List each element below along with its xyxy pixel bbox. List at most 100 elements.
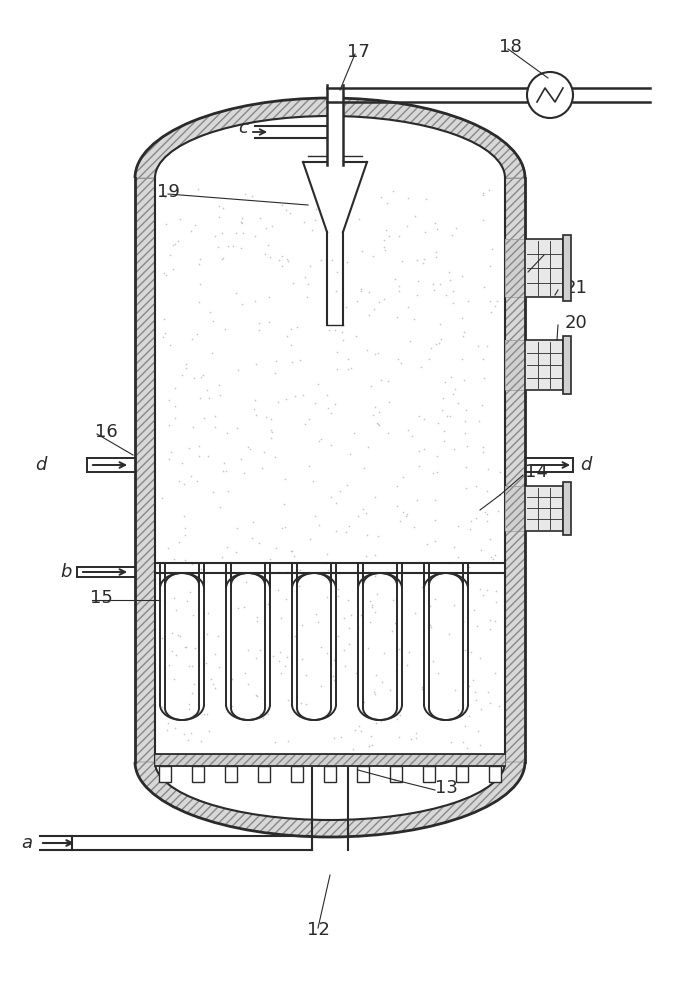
Point — [477, 444, 488, 460]
Text: 20: 20 — [565, 314, 588, 332]
Point — [255, 706, 266, 722]
Point — [183, 701, 194, 717]
Point — [473, 723, 484, 739]
Point — [345, 360, 356, 376]
Point — [316, 678, 327, 694]
Point — [301, 289, 312, 305]
Point — [417, 255, 428, 271]
Point — [458, 734, 469, 750]
Point — [342, 351, 353, 367]
Point — [363, 439, 374, 455]
Bar — [563, 235, 571, 301]
Point — [189, 217, 200, 233]
Point — [178, 476, 189, 492]
Point — [246, 530, 257, 546]
Point — [303, 411, 314, 427]
Point — [240, 574, 251, 590]
Point — [230, 544, 241, 560]
Point — [457, 614, 468, 630]
Point — [460, 413, 471, 429]
Point — [345, 446, 356, 462]
Point — [456, 310, 467, 326]
Point — [195, 555, 206, 571]
Point — [389, 271, 400, 287]
Point — [394, 278, 405, 294]
Point — [264, 314, 275, 330]
Point — [451, 220, 462, 236]
Point — [165, 337, 176, 353]
Point — [277, 520, 288, 536]
Point — [250, 228, 261, 244]
Point — [398, 469, 409, 485]
Point — [440, 374, 451, 390]
Point — [380, 242, 391, 258]
Point — [483, 182, 494, 198]
Point — [213, 209, 224, 225]
Point — [209, 680, 220, 696]
Point — [314, 433, 325, 449]
Polygon shape — [155, 762, 505, 820]
Point — [434, 316, 445, 332]
Point — [477, 185, 488, 201]
Point — [353, 620, 364, 636]
Point — [416, 579, 427, 595]
Point — [316, 431, 327, 447]
Bar — [505, 486, 525, 530]
Point — [247, 188, 258, 204]
Point — [261, 554, 272, 570]
Point — [302, 276, 313, 292]
Point — [279, 658, 290, 674]
Point — [282, 649, 293, 665]
Point — [180, 356, 191, 372]
Point — [418, 411, 429, 427]
Point — [425, 598, 436, 614]
Point — [330, 322, 341, 338]
Point — [245, 441, 256, 457]
Point — [343, 361, 354, 377]
Point — [294, 578, 305, 594]
Bar — [192, 766, 204, 782]
Point — [287, 543, 298, 559]
Point — [290, 628, 301, 644]
Point — [312, 614, 323, 630]
Point — [461, 480, 472, 496]
Bar — [456, 766, 468, 782]
Point — [459, 324, 470, 340]
Point — [310, 212, 321, 228]
Point — [198, 706, 209, 722]
Bar — [327, 85, 343, 165]
Point — [333, 588, 344, 604]
Point — [193, 181, 204, 197]
Point — [194, 448, 205, 464]
Point — [334, 483, 345, 499]
Point — [203, 723, 214, 739]
Bar — [505, 178, 525, 762]
Point — [222, 238, 233, 254]
Point — [354, 718, 365, 734]
Point — [387, 592, 398, 608]
Point — [237, 225, 248, 241]
Point — [475, 701, 486, 717]
Point — [323, 322, 334, 338]
Point — [394, 283, 405, 299]
Text: 21: 21 — [565, 279, 588, 297]
Point — [341, 477, 352, 493]
Point — [310, 201, 321, 217]
Point — [453, 395, 464, 411]
Point — [163, 657, 174, 673]
Point — [412, 273, 423, 289]
Text: b: b — [61, 563, 72, 581]
Point — [308, 473, 319, 489]
Point — [222, 483, 233, 499]
Bar — [505, 340, 525, 390]
Point — [182, 566, 193, 582]
Text: c: c — [238, 119, 248, 137]
Point — [356, 243, 367, 259]
Point — [328, 652, 339, 668]
Point — [279, 519, 290, 535]
Point — [213, 377, 224, 393]
Point — [456, 351, 467, 367]
Bar — [489, 766, 501, 782]
Point — [479, 279, 490, 295]
Point — [383, 373, 394, 389]
